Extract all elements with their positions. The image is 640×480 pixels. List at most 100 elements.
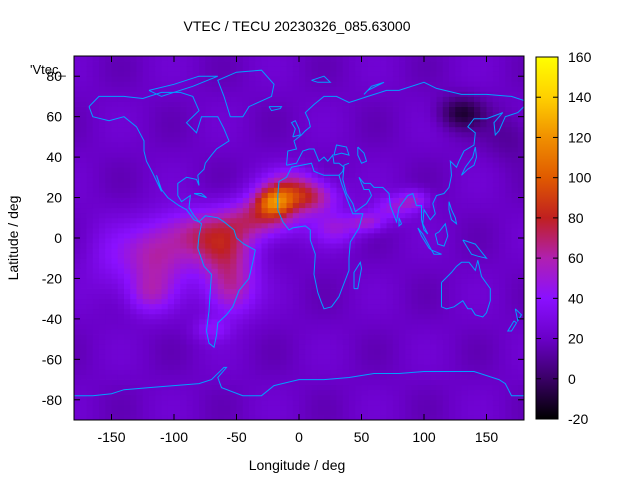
heatmap-cell	[386, 76, 394, 82]
heatmap-cell	[474, 318, 481, 325]
heatmap-cell	[242, 359, 250, 365]
heatmap-cell	[155, 298, 162, 305]
heatmap-cell	[324, 126, 331, 133]
heatmap-cell	[499, 101, 506, 107]
heatmap-cell	[242, 238, 250, 244]
heatmap-cell	[361, 227, 369, 234]
heatmap-cell	[242, 248, 250, 254]
heatmap-cell	[161, 182, 169, 188]
heatmap-cell	[392, 207, 400, 214]
heatmap-cell	[424, 152, 431, 158]
heatmap-cell	[105, 111, 112, 118]
heatmap-cell	[436, 212, 444, 219]
heatmap-cell	[317, 384, 325, 391]
heatmap-cell	[80, 157, 87, 163]
heatmap-cell	[199, 263, 206, 269]
heatmap-cell	[267, 374, 275, 380]
heatmap-cell	[411, 394, 419, 401]
heatmap-cell	[449, 384, 456, 391]
heatmap-cell	[155, 136, 162, 143]
heatmap-cell	[317, 177, 325, 183]
heatmap-cell	[505, 293, 512, 300]
heatmap-cell	[442, 192, 450, 198]
heatmap-cell	[399, 192, 406, 198]
heatmap-cell	[292, 364, 300, 370]
heatmap-cell	[99, 308, 106, 315]
heatmap-cell	[474, 212, 481, 219]
heatmap-cell	[349, 238, 356, 244]
heatmap-cell	[436, 409, 444, 416]
heatmap-cell	[211, 116, 219, 123]
heatmap-cell	[280, 334, 287, 340]
heatmap-cell	[192, 394, 200, 401]
heatmap-cell	[342, 389, 350, 396]
heatmap-cell	[74, 227, 81, 234]
heatmap-cell	[111, 318, 119, 325]
heatmap-cell	[224, 96, 231, 102]
heatmap-cell	[336, 202, 344, 209]
heatmap-cell	[211, 409, 219, 416]
heatmap-cell	[192, 197, 200, 204]
heatmap-cell	[80, 278, 87, 284]
heatmap-cell	[486, 177, 494, 183]
heatmap-cell	[267, 167, 275, 173]
heatmap-cell	[255, 384, 262, 391]
heatmap-cell	[217, 318, 225, 325]
heatmap-cell	[167, 384, 175, 391]
heatmap-cell	[249, 349, 256, 355]
heatmap-cell	[336, 273, 344, 279]
heatmap-cell	[111, 399, 119, 406]
heatmap-cell	[342, 354, 350, 360]
heatmap-cell	[211, 157, 219, 163]
heatmap-cell	[180, 344, 187, 350]
heatmap-cell	[224, 207, 231, 214]
heatmap-cell	[355, 172, 362, 178]
heatmap-cell	[280, 313, 287, 320]
heatmap-cell	[349, 273, 356, 279]
heatmap-cell	[299, 379, 306, 386]
heatmap-cell	[324, 202, 331, 209]
heatmap-cell	[92, 212, 100, 219]
heatmap-cell	[305, 212, 312, 219]
heatmap-cell	[455, 217, 462, 224]
heatmap-cell	[267, 409, 275, 416]
heatmap-cell	[74, 126, 81, 133]
heatmap-cell	[192, 389, 200, 396]
heatmap-cell	[499, 197, 506, 204]
heatmap-cell	[236, 303, 244, 310]
heatmap-cell	[317, 313, 325, 320]
heatmap-cell	[199, 334, 206, 340]
heatmap-cell	[405, 202, 412, 209]
heatmap-cell	[499, 192, 506, 198]
heatmap-cell	[374, 268, 381, 274]
heatmap-cell	[236, 268, 244, 274]
heatmap-cell	[336, 374, 344, 380]
heatmap-cell	[174, 258, 181, 264]
heatmap-cell	[130, 313, 137, 320]
heatmap-cell	[405, 394, 412, 401]
heatmap-cell	[267, 414, 275, 420]
heatmap-cell	[467, 318, 475, 325]
heatmap-cell	[436, 293, 444, 300]
heatmap-cell	[92, 253, 100, 259]
heatmap-cell	[224, 116, 231, 123]
heatmap-cell	[224, 329, 231, 335]
heatmap-cell	[224, 101, 231, 107]
heatmap-cell	[242, 96, 250, 102]
heatmap-cell	[305, 268, 312, 274]
heatmap-cell	[336, 86, 344, 92]
heatmap-cell	[517, 91, 524, 97]
heatmap-cell	[455, 303, 462, 310]
heatmap-cell	[230, 329, 237, 335]
heatmap-cell	[155, 76, 162, 82]
heatmap-cell	[261, 329, 269, 335]
heatmap-cell	[174, 404, 181, 411]
heatmap-cell	[117, 147, 125, 153]
heatmap-cell	[199, 182, 206, 188]
heatmap-cell	[349, 106, 356, 113]
heatmap-cell	[380, 339, 387, 345]
heatmap-cell	[380, 182, 387, 188]
heatmap-cell	[249, 91, 256, 97]
heatmap-cell	[299, 157, 306, 163]
heatmap-cell	[149, 313, 156, 320]
